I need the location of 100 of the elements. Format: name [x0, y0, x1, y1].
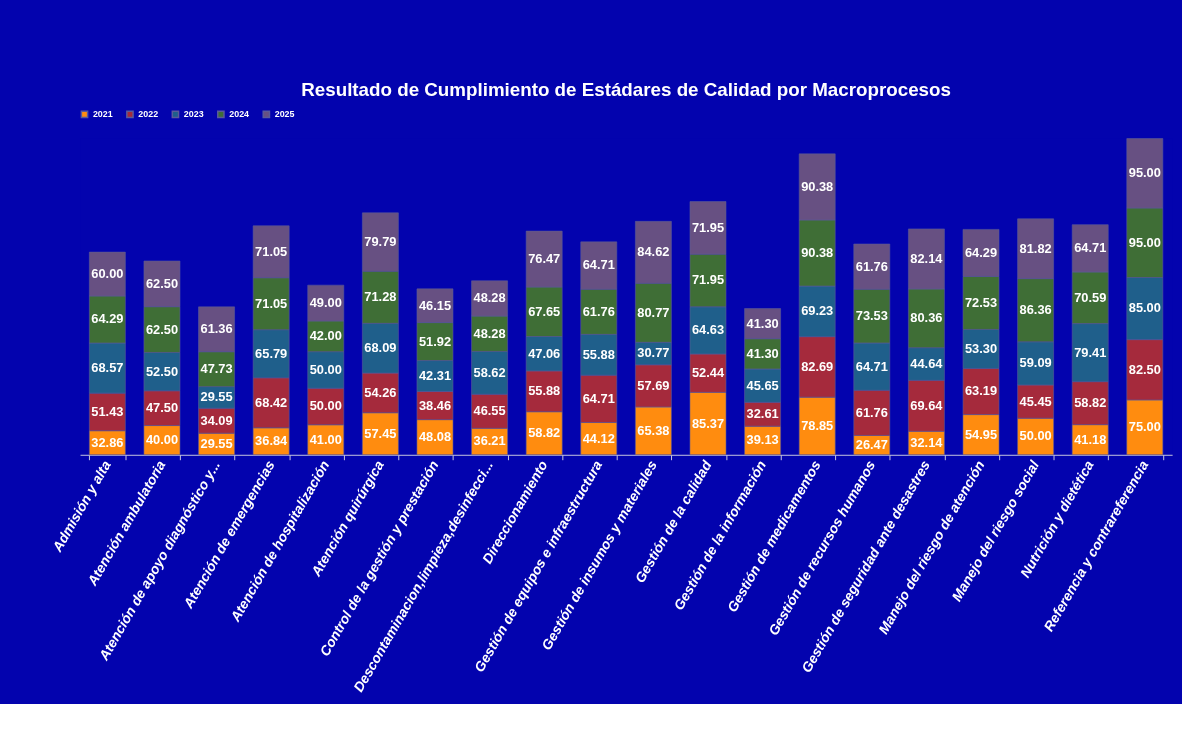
data-label: 63.19: [964, 383, 998, 399]
data-label: 50.00: [309, 361, 342, 377]
data-label: 44.64: [910, 355, 944, 371]
data-label: 65.79: [255, 345, 288, 361]
data-label: 61.76: [855, 404, 888, 420]
data-label: 53.30: [964, 340, 998, 356]
data-label: 41.18: [1074, 431, 1107, 447]
data-label: 85.00: [1128, 300, 1161, 316]
data-label: 47.06: [528, 345, 561, 361]
data-label: 58.62: [473, 364, 506, 380]
data-label: 47.73: [200, 361, 233, 377]
data-label: 41.00: [309, 431, 342, 447]
data-label: 51.92: [418, 333, 452, 349]
data-label: 65.38: [637, 422, 670, 438]
data-label: 40.00: [145, 432, 179, 448]
data-label: 71.95: [691, 219, 725, 235]
data-label: 85.37: [691, 415, 725, 431]
data-label: 86.36: [1019, 302, 1052, 318]
data-label: 84.62: [637, 244, 670, 260]
data-label: 59.09: [1019, 355, 1052, 371]
data-label: 54.26: [364, 384, 397, 400]
data-label: 51.43: [91, 403, 124, 419]
data-label: 50.00: [1019, 428, 1052, 444]
data-label: 79.41: [1074, 344, 1107, 360]
data-label: 64.71: [582, 257, 615, 273]
legend-label: 2022: [138, 109, 159, 120]
data-label: 71.05: [255, 295, 288, 311]
data-label: 75.00: [1128, 419, 1161, 435]
data-label: 49.00: [309, 295, 342, 311]
data-label: 69.23: [801, 303, 834, 319]
data-label: 41.30: [746, 345, 779, 361]
data-label: 72.53: [964, 294, 998, 310]
data-label: 68.57: [91, 360, 124, 376]
data-label: 95.00: [1128, 234, 1161, 250]
data-label: 45.45: [1019, 393, 1052, 409]
data-label: 71.28: [364, 289, 397, 305]
data-label: 41.30: [746, 315, 779, 331]
data-label: 46.15: [418, 297, 452, 313]
data-label: 45.65: [746, 377, 779, 393]
data-label: 61.76: [855, 258, 888, 274]
data-label: 62.50: [145, 275, 179, 291]
data-label: 58.82: [1074, 395, 1107, 411]
data-label: 90.38: [801, 178, 834, 194]
data-label: 32.61: [746, 406, 779, 422]
data-label: 64.71: [1074, 240, 1107, 256]
data-label: 76.47: [528, 251, 561, 267]
data-label: 60.00: [91, 266, 124, 282]
data-label: 58.82: [528, 425, 561, 441]
data-label: 73.53: [855, 308, 888, 324]
data-label: 90.38: [801, 244, 834, 260]
data-label: 70.59: [1074, 289, 1107, 305]
data-label: 71.95: [691, 272, 725, 288]
data-label: 46.55: [473, 403, 506, 419]
data-label: 44.12: [582, 430, 615, 446]
data-label: 38.46: [418, 397, 452, 413]
data-label: 52.44: [691, 365, 725, 381]
data-label: 32.14: [910, 434, 944, 450]
legend-label: 2025: [274, 109, 295, 120]
data-label: 69.64: [910, 397, 944, 413]
data-label: 48.28: [473, 290, 506, 306]
data-label: 82.14: [910, 250, 944, 266]
data-label: 36.21: [473, 433, 506, 449]
data-label: 71.05: [255, 243, 288, 259]
data-label: 64.71: [582, 390, 615, 406]
data-label: 57.69: [637, 377, 670, 393]
data-label: 64.29: [91, 311, 124, 327]
data-label: 48.28: [473, 325, 506, 341]
data-label: 32.86: [91, 434, 124, 450]
data-label: 61.36: [200, 321, 233, 337]
data-label: 36.84: [255, 433, 289, 449]
legend-label: 2023: [183, 109, 204, 120]
data-label: 50.00: [309, 398, 342, 414]
data-label: 82.69: [801, 358, 834, 374]
data-label: 55.88: [528, 383, 561, 399]
data-label: 54.95: [964, 426, 998, 442]
data-label: 64.63: [691, 322, 725, 338]
data-label: 95.00: [1128, 165, 1161, 181]
data-label: 68.09: [364, 340, 397, 356]
data-label: 52.50: [145, 363, 179, 379]
data-label: 67.65: [528, 303, 561, 319]
data-label: 82.50: [1128, 361, 1161, 377]
data-label: 29.55: [200, 435, 233, 451]
data-label: 61.76: [582, 303, 615, 319]
data-label: 79.79: [364, 233, 397, 249]
data-label: 42.31: [418, 367, 452, 383]
legend-label: 2024: [229, 109, 250, 120]
data-label: 64.29: [964, 244, 998, 260]
data-label: 34.09: [200, 412, 233, 428]
data-label: 81.82: [1019, 240, 1052, 256]
data-label: 42.00: [309, 328, 342, 344]
data-label: 26.47: [855, 437, 888, 453]
data-label: 39.13: [746, 432, 779, 448]
data-label: 48.08: [418, 429, 452, 445]
chart-title: Resultado de Cumplimiento de Estádares de Calidad por Macroprocesos: [301, 79, 951, 101]
legend-label: 2021: [92, 109, 113, 120]
data-label: 57.45: [364, 425, 397, 441]
data-label: 30.77: [637, 345, 670, 361]
data-label: 78.85: [801, 417, 834, 433]
data-label: 64.71: [855, 358, 888, 374]
data-label: 68.42: [255, 394, 288, 410]
